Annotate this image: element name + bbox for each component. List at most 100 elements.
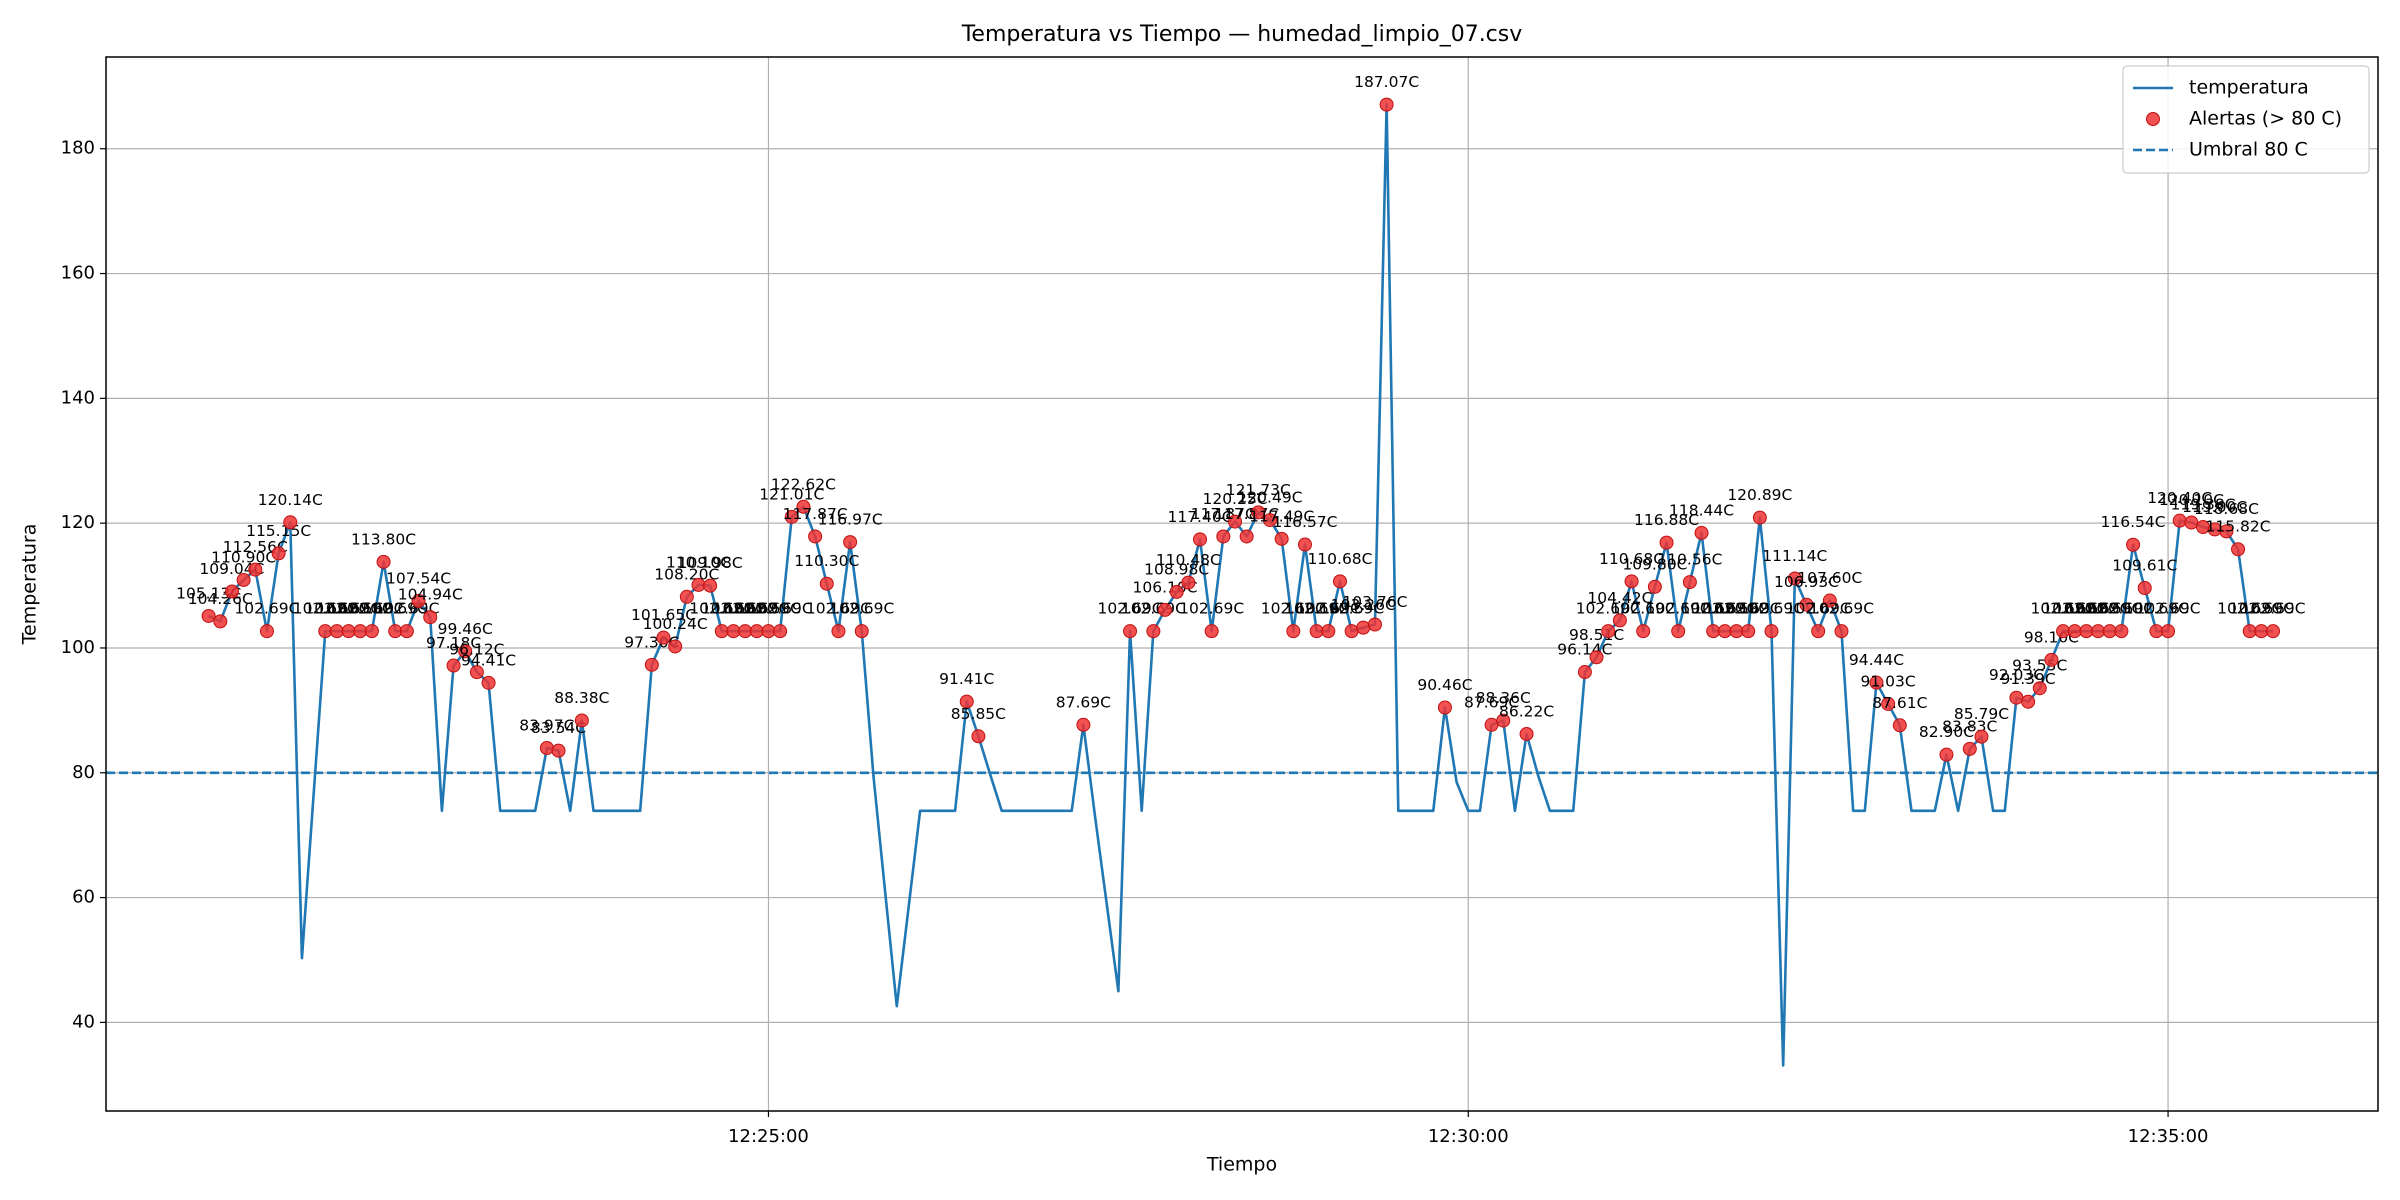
data-label: 87.69C xyxy=(1464,693,1519,711)
alert-point xyxy=(2137,580,2152,595)
alert-point xyxy=(1822,593,1837,608)
data-label: 102.69C xyxy=(1179,600,1244,618)
alert-point xyxy=(1274,531,1289,546)
data-label: 102.69C xyxy=(1611,600,1676,618)
alert-point xyxy=(1356,620,1371,635)
data-label: 187.07C xyxy=(1354,73,1419,91)
alert-point xyxy=(1239,529,1254,544)
alert-point xyxy=(1158,602,1173,617)
data-label: 102.69C xyxy=(293,600,358,618)
alert-point xyxy=(761,624,776,639)
alert-point xyxy=(808,529,823,544)
alert-point xyxy=(656,630,671,645)
legend-label: Umbral 80 C xyxy=(2189,139,2308,161)
alert-point xyxy=(423,610,438,625)
y-tick-label: 40 xyxy=(72,1011,95,1032)
alert-point xyxy=(411,593,426,608)
alert-point xyxy=(784,509,799,524)
alert-point xyxy=(1741,624,1756,639)
alert-point xyxy=(201,608,216,623)
alert-point xyxy=(1169,584,1184,599)
data-label: 119.00C xyxy=(2182,498,2247,516)
alert-point xyxy=(726,624,741,639)
data-label: 102.69C xyxy=(2217,600,2282,618)
data-label: 102.69C xyxy=(2042,600,2107,618)
data-label: 102.69C xyxy=(1704,600,1769,618)
data-label: 102.69C xyxy=(748,600,813,618)
data-label: 102.69C xyxy=(316,600,381,618)
data-label: 120.14C xyxy=(258,491,323,509)
alert-point xyxy=(376,554,391,569)
alert-point xyxy=(283,515,298,530)
data-label: 102.69C xyxy=(1692,600,1757,618)
data-label: 110.56C xyxy=(1657,551,1722,569)
data-label: 96.12C xyxy=(449,641,504,659)
alert-point xyxy=(854,624,869,639)
legend-label: temperatura xyxy=(2189,77,2309,99)
data-label: 116.88C xyxy=(1634,511,1699,529)
data-label: 120.40C xyxy=(2147,489,2212,507)
data-label: 102.69C xyxy=(724,600,789,618)
alert-point xyxy=(2044,652,2059,667)
x-axis-label: Tiempo xyxy=(1206,1154,1277,1176)
alert-point xyxy=(1612,613,1627,628)
data-label: 102.69C xyxy=(1296,600,1361,618)
data-label: 120.89C xyxy=(1727,486,1792,504)
alert-point xyxy=(796,499,811,514)
alert-point xyxy=(1577,665,1592,680)
alert-point xyxy=(819,576,834,591)
data-label: 94.44C xyxy=(1849,651,1904,669)
alert-point xyxy=(738,624,753,639)
data-label: 110.90C xyxy=(211,548,276,566)
data-label: 102.69C xyxy=(2089,600,2154,618)
data-label: 107.60C xyxy=(1797,569,1862,587)
data-label: 102.69C xyxy=(2229,600,2294,618)
alert-point xyxy=(2021,694,2036,709)
alert-point xyxy=(259,624,274,639)
data-label: 98.51C xyxy=(1569,626,1624,644)
alert-point xyxy=(329,624,344,639)
alert-point xyxy=(843,535,858,550)
alert-point xyxy=(2149,624,2164,639)
legend-marker xyxy=(2146,112,2160,126)
alert-point xyxy=(668,639,683,654)
data-label: 115.82C xyxy=(2206,518,2271,536)
data-label: 110.68C xyxy=(1307,550,1372,568)
alert-point xyxy=(2067,624,2082,639)
data-label: 108.98C xyxy=(1144,560,1209,578)
alert-point xyxy=(2032,681,2047,696)
alert-point xyxy=(1624,574,1639,589)
alert-point xyxy=(1694,525,1709,540)
data-label: 117.40C xyxy=(1167,508,1232,526)
alert-point xyxy=(1286,624,1301,639)
alert-point xyxy=(318,624,333,639)
alert-point xyxy=(703,578,718,593)
data-label: 106.93C xyxy=(1774,573,1839,591)
data-label: 119.38C xyxy=(2171,496,2236,514)
y-tick-label: 180 xyxy=(61,138,95,159)
alert-point xyxy=(1228,514,1243,529)
alert-point xyxy=(1729,624,1744,639)
alert-point xyxy=(248,562,263,577)
alert-point xyxy=(1717,624,1732,639)
data-label: 92.03C xyxy=(1989,666,2044,684)
alert-point xyxy=(1601,624,1616,639)
alert-point xyxy=(1519,726,1534,741)
data-label: 107.54C xyxy=(386,569,451,587)
alert-point xyxy=(1881,696,1896,711)
data-label: 102.69C xyxy=(2066,600,2131,618)
alert-point xyxy=(1251,505,1266,520)
plot-frame xyxy=(105,56,2379,1112)
alert-point xyxy=(224,584,239,599)
data-label: 103.76C xyxy=(1342,593,1407,611)
y-tick-label: 60 xyxy=(72,887,95,908)
data-label: 102.69C xyxy=(2031,600,2096,618)
alert-point xyxy=(1193,532,1208,547)
data-label: 120.10C xyxy=(2159,491,2224,509)
data-label: 113.80C xyxy=(351,530,416,548)
alert-point xyxy=(2266,624,2281,639)
data-label: 85.85C xyxy=(951,705,1006,723)
y-tick-label: 100 xyxy=(61,637,95,658)
data-label: 101.65C xyxy=(631,606,696,624)
